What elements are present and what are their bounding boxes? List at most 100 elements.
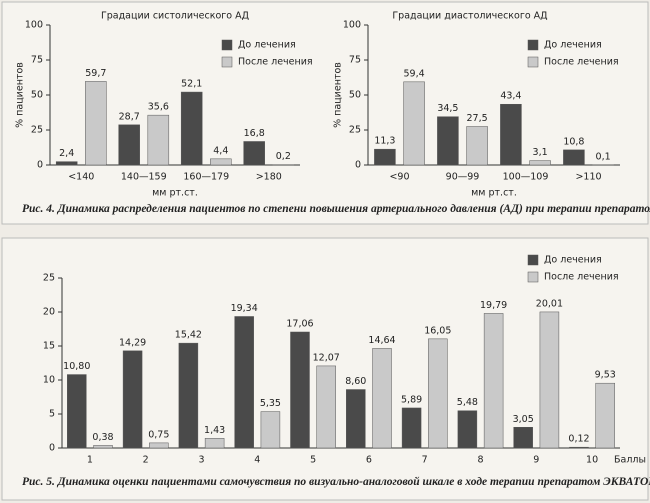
value-label: 35,6	[148, 102, 169, 113]
legend-swatch	[527, 56, 539, 68]
x-tick-label: <90	[389, 172, 409, 183]
bar	[118, 124, 140, 166]
value-label: 59,7	[85, 68, 106, 79]
value-label: 14,64	[368, 335, 395, 346]
y-tick-label: 15	[43, 341, 55, 352]
bar	[210, 158, 232, 166]
y-axis-label: % пациентов	[15, 62, 26, 128]
legend-swatch	[221, 56, 233, 68]
y-tick-label: 0	[37, 160, 43, 171]
x-tick-label: 3	[198, 455, 204, 466]
value-label: 52,1	[181, 79, 202, 90]
bar	[428, 338, 448, 449]
x-axis-label: Баллы	[614, 455, 646, 466]
legend-swatch	[527, 271, 539, 283]
y-tick-label: 20	[43, 307, 55, 318]
value-label: 10,80	[63, 361, 90, 372]
bar	[243, 141, 265, 166]
chart-title: Градации диастолического АД	[392, 11, 547, 22]
bar	[529, 160, 551, 166]
value-label: 10,8	[563, 136, 584, 147]
bar	[204, 438, 225, 449]
value-label: 14,29	[119, 337, 146, 348]
y-tick-label: 75	[349, 55, 361, 66]
bar	[500, 103, 522, 166]
bar	[290, 331, 310, 449]
legend-label: До лечения	[238, 40, 296, 51]
caption-label: Рис. 4.	[22, 203, 55, 215]
value-label: 16,8	[244, 128, 265, 139]
legend-label: После лечения	[544, 272, 619, 283]
x-tick-label: 6	[366, 455, 372, 466]
y-tick-label: 25	[43, 273, 55, 284]
bar	[346, 389, 366, 449]
value-label: 19,34	[231, 303, 258, 314]
y-tick-label: 25	[31, 125, 43, 136]
bar	[178, 342, 199, 449]
bar	[569, 446, 589, 449]
value-label: 9,53	[595, 370, 616, 381]
value-label: 11,3	[374, 136, 395, 147]
value-label: 0,75	[148, 429, 169, 440]
value-label: 15,42	[175, 330, 202, 341]
x-tick-label: 2	[143, 455, 149, 466]
value-label: 59,4	[404, 68, 425, 79]
bar	[180, 91, 203, 166]
y-tick-label: 75	[31, 55, 43, 66]
chart-title: Градации систолического АД	[101, 11, 249, 22]
value-label: 43,4	[500, 91, 521, 102]
bar	[563, 149, 585, 166]
value-label: 0,2	[276, 151, 291, 162]
y-axis-label: % пациентов	[333, 62, 344, 128]
x-tick-label: >180	[256, 172, 282, 183]
value-label: 34,5	[437, 103, 458, 114]
bar	[149, 442, 169, 449]
x-tick-label: 4	[254, 455, 260, 466]
caption-label: Рис. 5.	[22, 476, 55, 488]
y-tick-label: 50	[349, 90, 361, 101]
value-label: 19,79	[480, 300, 507, 311]
caption: Рис. 4. Динамика распределения пациентов…	[22, 203, 650, 215]
legend-label: После лечения	[238, 57, 313, 68]
value-label: 16,05	[424, 325, 451, 336]
legend-swatch	[527, 39, 539, 51]
x-tick-label: 9	[533, 455, 539, 466]
bar	[67, 374, 87, 449]
value-label: 3,1	[533, 147, 548, 158]
x-tick-label: 7	[422, 455, 428, 466]
bar	[457, 410, 478, 449]
bar	[401, 407, 422, 449]
value-label: 20,01	[536, 298, 563, 309]
value-label: 0,1	[596, 151, 611, 162]
y-tick-label: 0	[49, 443, 55, 454]
legend-label: До лечения	[544, 40, 602, 51]
legend-swatch	[221, 39, 233, 51]
value-label: 2,4	[59, 148, 74, 159]
caption-text: Динамика распределения пациентов по степ…	[57, 203, 650, 215]
value-label: 4,4	[213, 145, 228, 156]
x-tick-label: <140	[68, 172, 94, 183]
y-tick-label: 100	[343, 20, 361, 31]
x-tick-label: 8	[477, 455, 483, 466]
y-tick-label: 25	[349, 125, 361, 136]
bar	[234, 316, 254, 449]
panel	[1, 1, 649, 225]
bar	[260, 411, 281, 449]
x-tick-label: 90—99	[446, 172, 480, 183]
legend-label: До лечения	[544, 255, 602, 266]
value-label: 0,12	[568, 434, 589, 445]
legend-swatch	[527, 254, 539, 266]
bar	[403, 81, 425, 166]
bar	[55, 161, 78, 166]
value-label: 28,7	[119, 111, 140, 122]
bar	[93, 445, 113, 449]
value-label: 8,60	[345, 376, 366, 387]
bar	[85, 81, 107, 166]
caption-text: Динамика оценки пациентами самочувствия …	[57, 475, 650, 488]
value-label: 0,38	[92, 432, 113, 443]
bar	[437, 116, 459, 166]
legend-label: После лечения	[544, 57, 619, 68]
x-tick-label: 140—159	[121, 172, 167, 183]
x-axis-label: мм рт.ст.	[152, 188, 198, 199]
